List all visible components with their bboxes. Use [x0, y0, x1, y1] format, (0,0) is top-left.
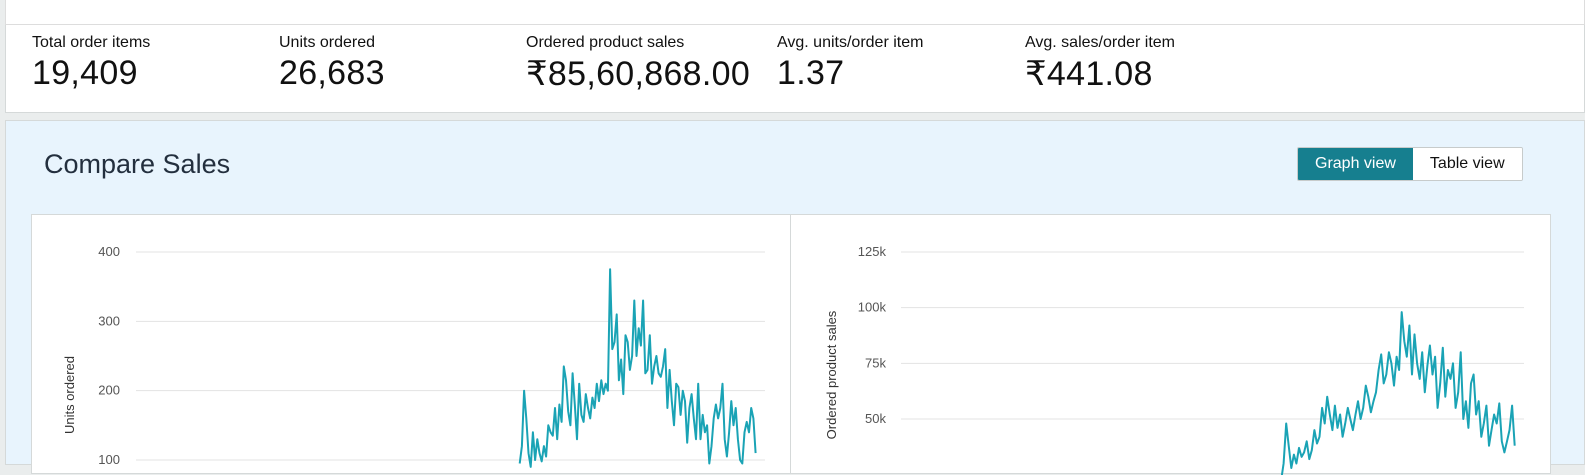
- y-axis-title: Units ordered: [62, 356, 77, 434]
- y-tick-label: 50k: [865, 411, 886, 426]
- y-tick-label: 100: [98, 452, 120, 467]
- metric-units-ordered: Units ordered 26,683: [279, 34, 385, 93]
- y-tick-label: 300: [98, 313, 120, 328]
- y-tick-label: 75k: [865, 355, 886, 370]
- metric-label: Total order items: [32, 34, 151, 51]
- series-line: [1280, 311, 1516, 475]
- series-line: [518, 268, 757, 468]
- compare-sales-title: Compare Sales: [44, 149, 231, 179]
- y-tick-label: 100k: [858, 300, 887, 315]
- y-axis-title: Ordered product sales: [824, 310, 839, 439]
- metric-value: 1.37: [777, 54, 845, 92]
- sales-metrics-bar: Total order items 19,409 Units ordered 2…: [5, 25, 1585, 113]
- metric-ordered-product-sales: Ordered product sales ₹85,60,868.00: [526, 34, 750, 94]
- metric-value: ₹441.08: [1025, 55, 1153, 93]
- compare-sales-section: Compare Sales Graph view Table view 400 3…: [5, 120, 1585, 475]
- table-view-button[interactable]: Table view: [1412, 148, 1522, 180]
- metric-label: Avg. sales/order item: [1025, 34, 1175, 51]
- metric-value: ₹85,60,868.00: [526, 55, 751, 93]
- product-sales-chart-panel: 125k 100k 75k 50k Ordered product sales: [790, 214, 1551, 475]
- y-tick-label: 400: [98, 244, 120, 259]
- y-tick-label: 200: [98, 383, 120, 398]
- metric-label: Units ordered: [279, 34, 376, 51]
- metric-total-order-items: Total order items 19,409: [32, 34, 150, 93]
- metric-avg-sales-per-order-item: Avg. sales/order item ₹441.08: [1025, 34, 1175, 94]
- y-tick-label: 125k: [858, 244, 887, 259]
- metric-label: Ordered product sales: [526, 34, 685, 51]
- view-toggle: Graph view Table view: [1297, 147, 1523, 181]
- product-sales-chart: 125k 100k 75k 50k Ordered product sales: [824, 244, 1524, 475]
- units-ordered-chart-panel: 400 300 200 100 Units ordered: [31, 214, 791, 474]
- metric-avg-units-per-order-item: Avg. units/order item 1.37: [777, 34, 923, 93]
- metric-label: Avg. units/order item: [777, 34, 924, 51]
- units-ordered-chart: 400 300 200 100 Units ordered: [62, 244, 765, 468]
- metric-value: 26,683: [279, 54, 385, 92]
- metric-value: 19,409: [32, 54, 138, 92]
- report-header-bar: [5, 0, 1585, 25]
- graph-view-button[interactable]: Graph view: [1298, 148, 1413, 180]
